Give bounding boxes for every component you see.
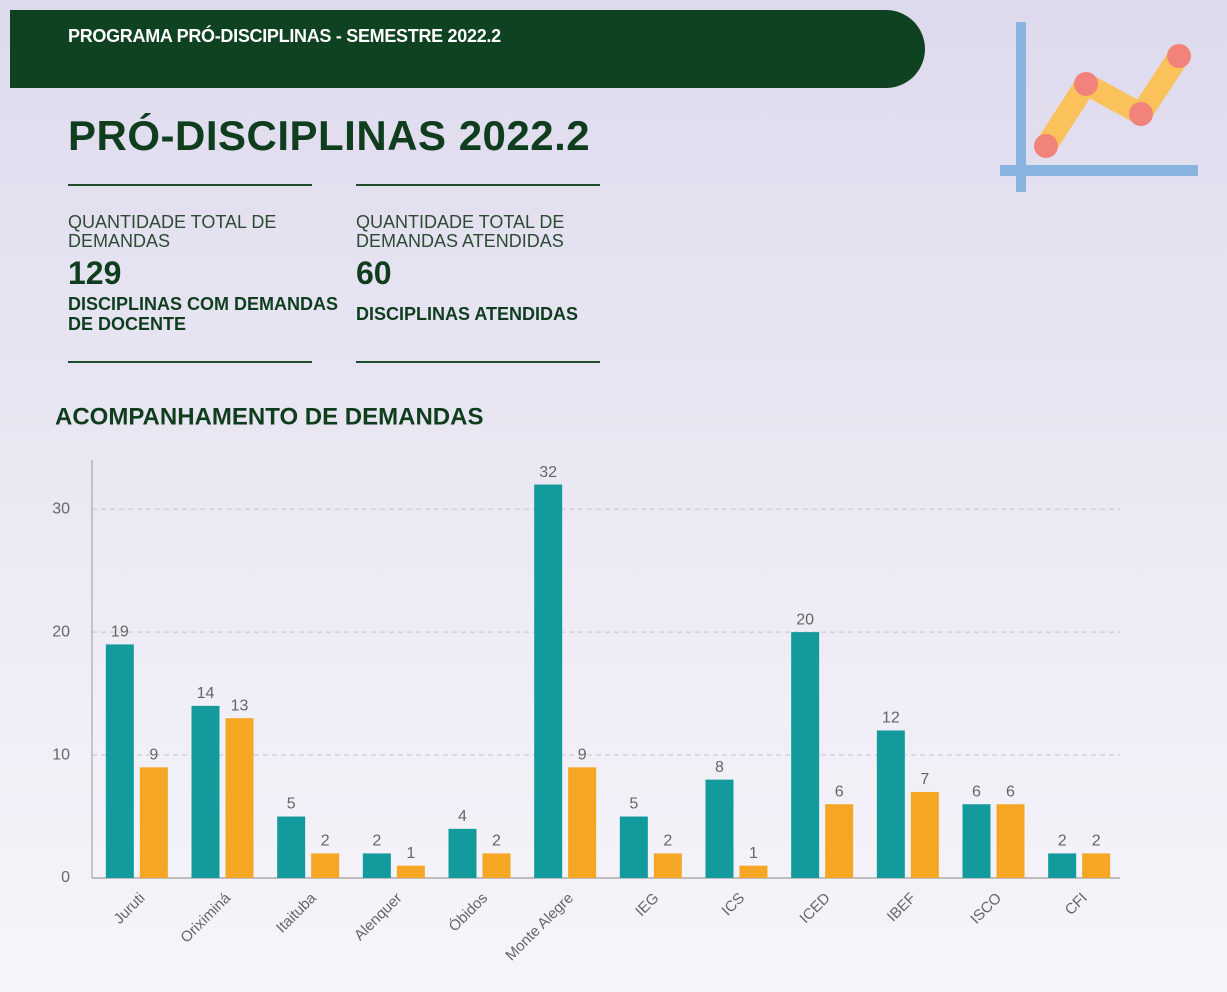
data-label: 14 bbox=[197, 685, 215, 702]
kpi-label: QUANTIDADE TOTAL DE DEMANDAS ATENDIDAS bbox=[356, 212, 565, 251]
data-label: 13 bbox=[231, 697, 249, 714]
chart-icon bbox=[1000, 22, 1198, 192]
bar bbox=[534, 484, 563, 878]
header-title: PROGRAMA PRÓ-DISCIPLINAS - SEMESTRE 2022… bbox=[68, 26, 501, 46]
data-label: 7 bbox=[920, 771, 929, 788]
page-title: PRÓ-DISCIPLINAS 2022.2 bbox=[68, 112, 591, 159]
data-label: 20 bbox=[796, 611, 814, 628]
chart-title: ACOMPANHAMENTO DE DEMANDAS bbox=[55, 403, 483, 430]
header-bar: PROGRAMA PRÓ-DISCIPLINAS - SEMESTRE 2022… bbox=[10, 10, 925, 88]
data-label: 6 bbox=[1006, 783, 1015, 800]
data-label: 9 bbox=[149, 747, 158, 764]
data-label: 5 bbox=[287, 796, 296, 813]
y-tick-label: 30 bbox=[52, 500, 70, 517]
bar bbox=[277, 816, 306, 878]
bar bbox=[568, 767, 597, 878]
data-label: 2 bbox=[372, 833, 381, 850]
data-label: 8 bbox=[715, 759, 724, 776]
kpi-label: QUANTIDADE TOTAL DE DEMANDAS bbox=[68, 212, 277, 251]
bar bbox=[739, 865, 768, 878]
kpi-caption: DISCIPLINAS ATENDIDAS bbox=[356, 304, 579, 324]
y-tick-label: 0 bbox=[61, 869, 70, 886]
data-label: 1 bbox=[749, 845, 758, 862]
data-label: 32 bbox=[539, 464, 557, 481]
bar bbox=[705, 779, 734, 878]
bar bbox=[791, 632, 820, 878]
data-label: 4 bbox=[458, 808, 467, 825]
bar bbox=[482, 853, 511, 878]
bar bbox=[619, 816, 648, 878]
data-label: 1 bbox=[406, 845, 415, 862]
x-tick-label: Monte Alegre bbox=[502, 890, 577, 965]
x-tick-label: Juruti bbox=[111, 890, 149, 928]
data-label: 2 bbox=[1092, 833, 1101, 850]
bar bbox=[362, 853, 391, 878]
data-label: 2 bbox=[1058, 833, 1067, 850]
bar bbox=[225, 718, 254, 878]
data-label: 2 bbox=[492, 833, 501, 850]
y-tick-label: 10 bbox=[52, 746, 70, 763]
data-label: 5 bbox=[629, 796, 638, 813]
bar bbox=[448, 828, 477, 878]
data-label: 12 bbox=[882, 710, 900, 727]
kpi-value: 129 bbox=[68, 255, 122, 291]
bar bbox=[653, 853, 682, 878]
data-label: 2 bbox=[663, 833, 672, 850]
bar bbox=[876, 730, 905, 878]
x-tick-label: Oriximiná bbox=[177, 889, 234, 946]
x-tick-label: ISCO bbox=[967, 890, 1005, 928]
kpi-card: QUANTIDADE TOTAL DE DEMANDAS 129 DISCIPL… bbox=[68, 212, 339, 335]
divider bbox=[356, 361, 600, 363]
kpi-caption: DISCIPLINAS COM DEMANDAS DE DOCENTE bbox=[68, 294, 339, 334]
bar bbox=[191, 705, 220, 878]
x-tick-label: Itaituba bbox=[273, 889, 320, 936]
x-tick-label: CFI bbox=[1062, 890, 1091, 919]
data-label: 19 bbox=[111, 624, 129, 641]
divider bbox=[68, 184, 312, 186]
bar bbox=[311, 853, 340, 878]
y-tick-label: 20 bbox=[52, 623, 70, 640]
bar bbox=[962, 804, 991, 878]
bar bbox=[105, 644, 134, 878]
divider bbox=[356, 184, 600, 186]
x-tick-label: ICED bbox=[796, 890, 833, 927]
data-label: 2 bbox=[321, 833, 330, 850]
bar bbox=[825, 804, 854, 878]
bar bbox=[1048, 853, 1077, 878]
x-tick-label: ICS bbox=[718, 890, 748, 920]
bar bbox=[996, 804, 1025, 878]
data-label: 9 bbox=[578, 747, 587, 764]
x-tick-label: Alenquer bbox=[351, 890, 405, 944]
kpi-value: 60 bbox=[356, 255, 392, 291]
bar bbox=[1082, 853, 1111, 878]
bar bbox=[396, 865, 425, 878]
bar bbox=[139, 767, 168, 878]
x-tick-label: Óbidos bbox=[446, 890, 492, 936]
x-tick-label: IEG bbox=[632, 890, 662, 920]
divider bbox=[68, 361, 312, 363]
bar bbox=[910, 791, 939, 878]
data-label: 6 bbox=[972, 783, 981, 800]
data-label: 6 bbox=[835, 783, 844, 800]
x-tick-label: IBEF bbox=[884, 890, 920, 926]
kpi-card: QUANTIDADE TOTAL DE DEMANDAS ATENDIDAS 6… bbox=[356, 212, 626, 325]
